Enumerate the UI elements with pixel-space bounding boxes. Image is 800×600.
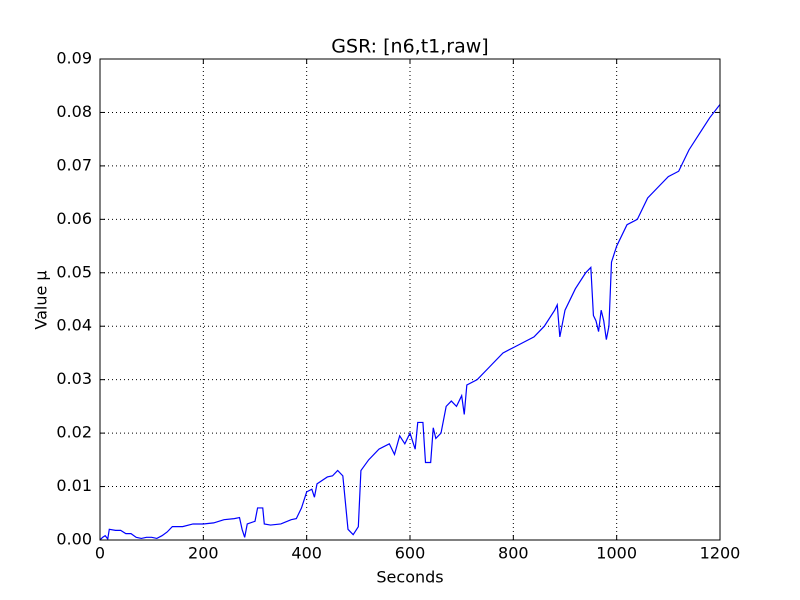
data-line xyxy=(99,104,721,541)
chart-title: GSR: [n6,t1,raw] xyxy=(331,36,488,58)
x-tick-label: 200 xyxy=(188,544,219,563)
plot-frame xyxy=(99,58,721,541)
x-axis-label: Seconds xyxy=(376,568,443,587)
y-tick-label: 0.04 xyxy=(56,316,92,335)
y-axis-label: Value µ xyxy=(32,270,51,329)
x-tick-label: 1200 xyxy=(700,544,741,563)
x-tick-label: 1000 xyxy=(596,544,637,563)
y-tick-label: 0.07 xyxy=(56,155,92,174)
x-tick-label: 400 xyxy=(291,544,322,563)
y-tick-label: 0.02 xyxy=(56,423,92,442)
y-tick-label: 0.03 xyxy=(56,369,92,388)
y-tick-label: 0.08 xyxy=(56,102,92,121)
y-tick-label: 0.09 xyxy=(56,49,92,68)
x-tick-label: 800 xyxy=(498,544,529,563)
y-tick-label: 0.05 xyxy=(56,262,92,281)
x-tick-label: 0 xyxy=(95,544,105,563)
y-tick-label: 0.00 xyxy=(56,530,92,549)
x-tick-label: 600 xyxy=(395,544,426,563)
y-tick-label: 0.06 xyxy=(56,209,92,228)
y-tick-label: 0.01 xyxy=(56,476,92,495)
